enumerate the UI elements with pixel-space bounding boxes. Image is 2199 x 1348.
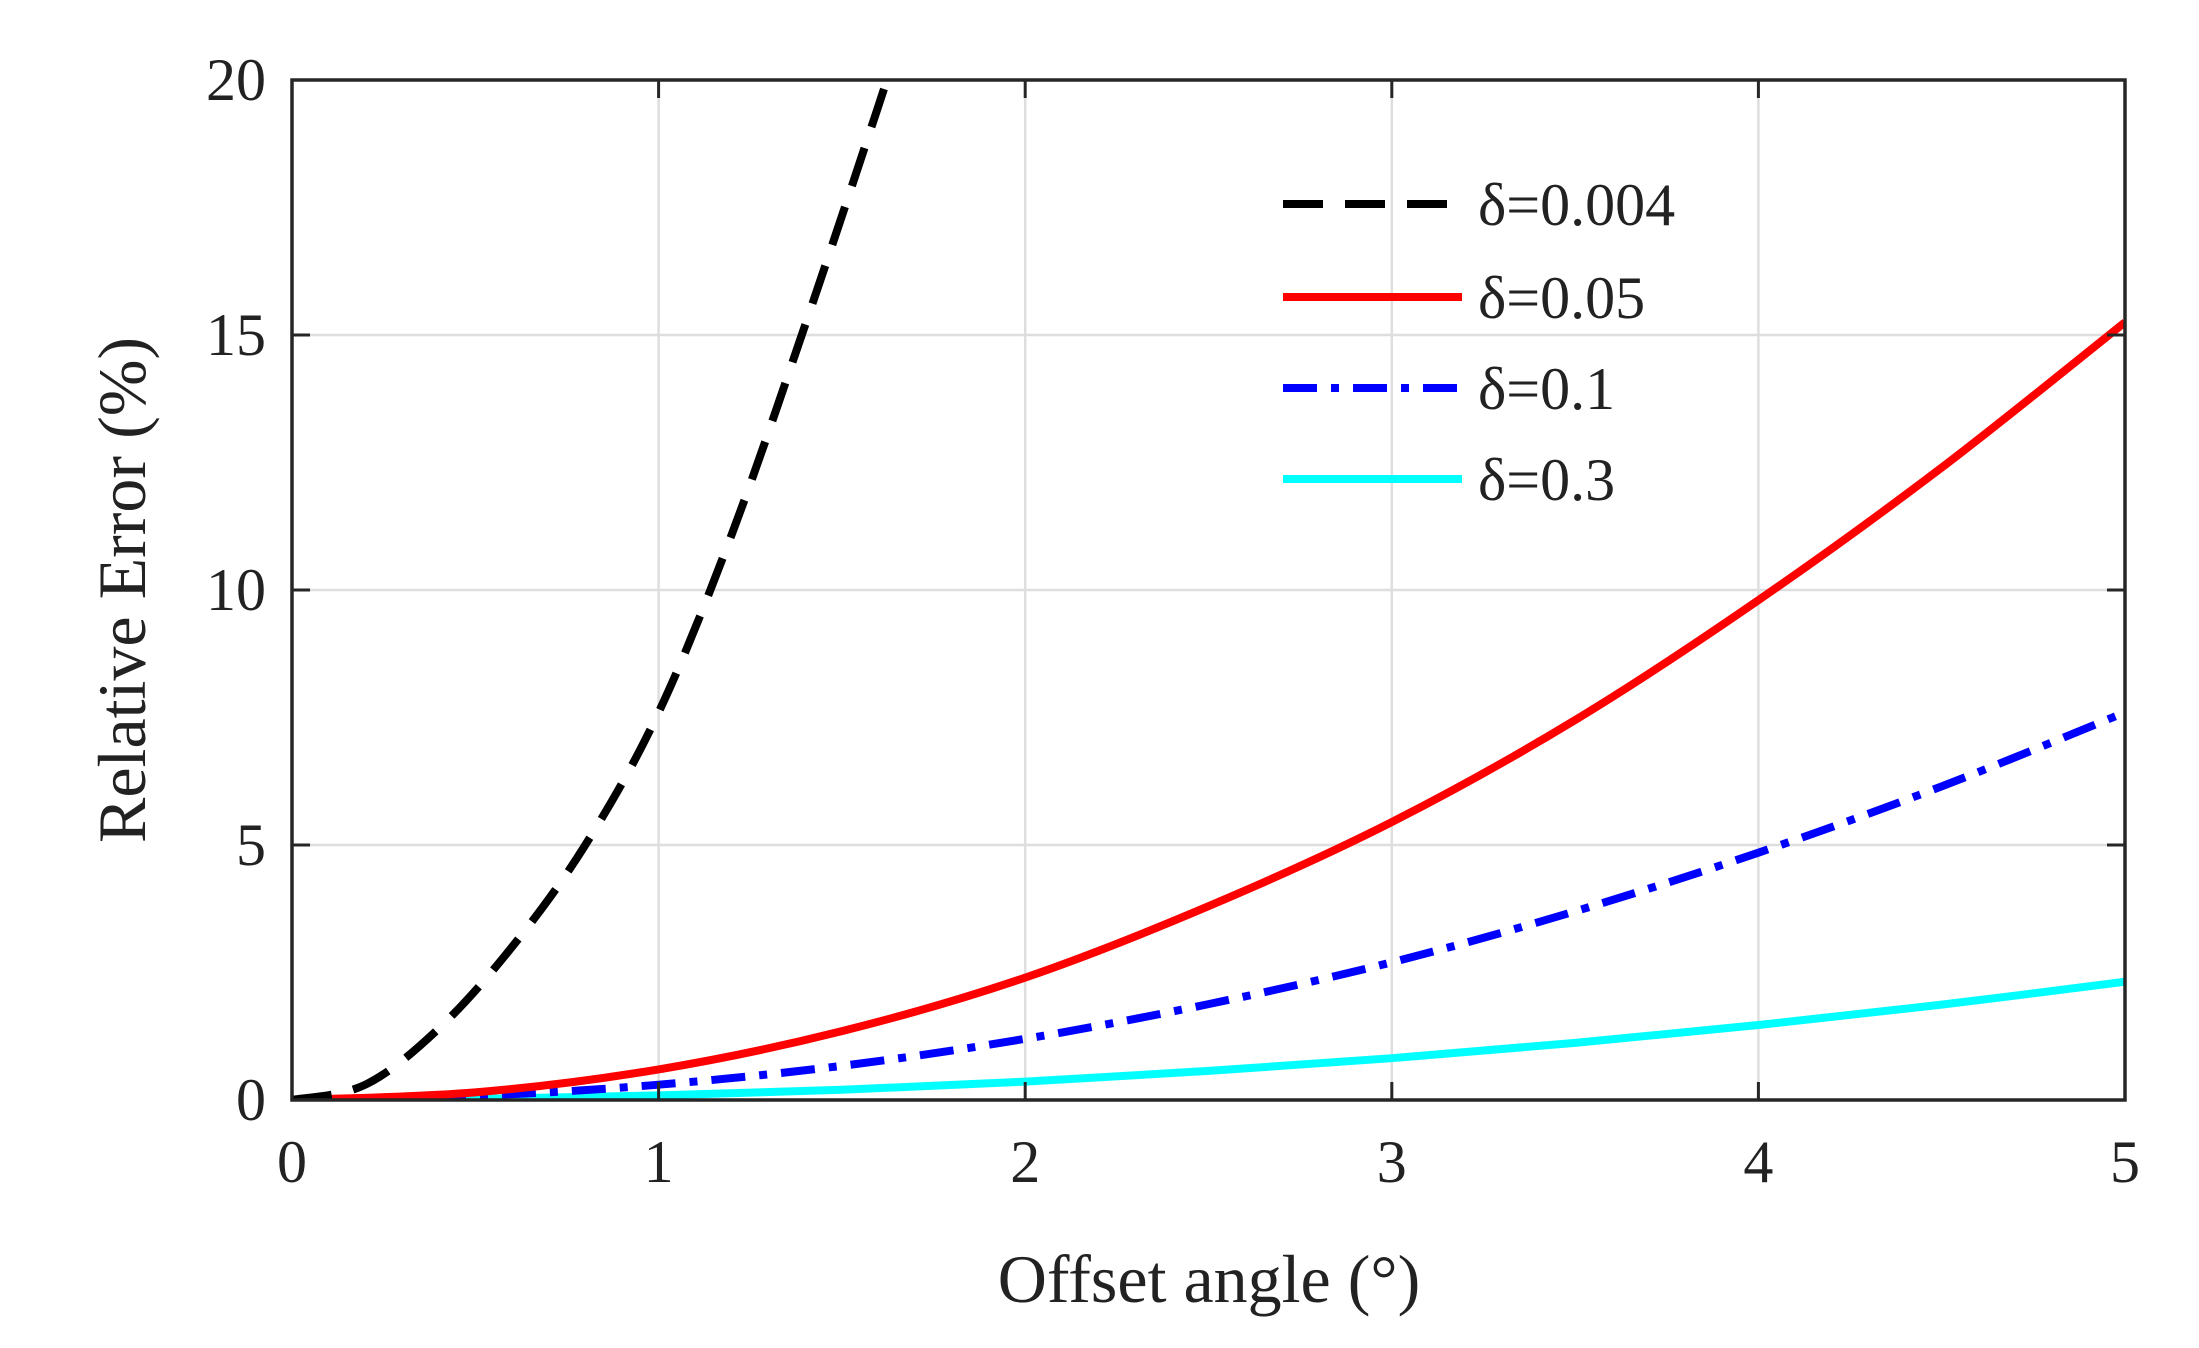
legend: δ=0.004 δ=0.05 δ=0.1 δ=0.3 xyxy=(1283,172,1675,513)
legend-label-3: δ=0.3 xyxy=(1478,447,1615,513)
y-tick-label: 15 xyxy=(206,302,266,368)
y-axis-label: Relative Error (%) xyxy=(84,337,160,843)
y-tick-label: 5 xyxy=(236,812,266,878)
x-axis-tick-labels: 0 1 2 3 4 5 xyxy=(277,1129,2140,1195)
series-line-1 xyxy=(292,319,2125,1100)
series-line-3 xyxy=(292,977,2125,1100)
y-tick-label: 0 xyxy=(236,1067,266,1133)
series-line-2 xyxy=(292,708,2125,1100)
grid xyxy=(292,80,2125,1100)
y-tick-label: 20 xyxy=(206,47,266,113)
x-axis-label: Offset angle (°) xyxy=(998,1241,1420,1317)
y-axis-tick-labels: 0 5 10 15 20 xyxy=(206,47,266,1133)
x-tick-label: 0 xyxy=(277,1129,307,1195)
tick-marks xyxy=(290,78,2127,1102)
x-tick-label: 1 xyxy=(644,1129,674,1195)
series-group xyxy=(292,80,2125,1100)
x-tick-label: 4 xyxy=(1743,1129,1773,1195)
x-tick-label: 5 xyxy=(2110,1129,2140,1195)
y-tick-label: 10 xyxy=(206,557,266,623)
x-tick-label: 2 xyxy=(1010,1129,1040,1195)
series-line-0 xyxy=(292,80,892,1100)
legend-label-1: δ=0.05 xyxy=(1478,265,1645,331)
x-tick-label: 3 xyxy=(1377,1129,1407,1195)
legend-label-2: δ=0.1 xyxy=(1478,356,1615,422)
legend-label-0: δ=0.004 xyxy=(1478,172,1675,238)
